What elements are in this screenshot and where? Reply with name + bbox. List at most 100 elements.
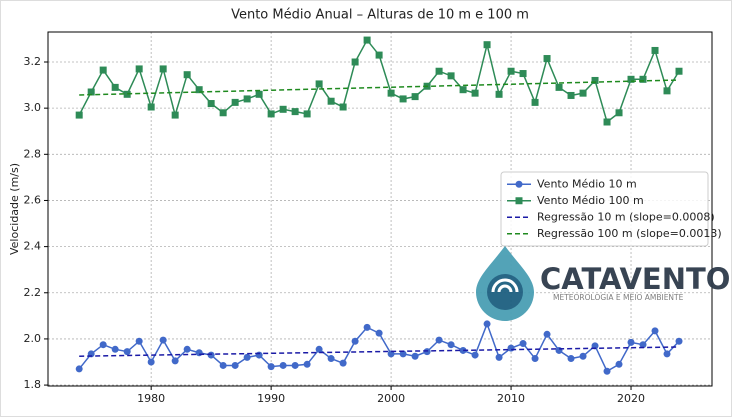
point [495,90,503,98]
x-tick-label: 1990 [257,392,285,405]
point [231,98,239,106]
point [543,55,551,63]
point [183,71,191,79]
legend-label: Vento Médio 10 m [537,177,637,190]
legend-marker [515,197,523,205]
point [675,67,683,75]
point [639,341,647,349]
point [639,75,647,83]
point [159,65,167,73]
point [291,108,299,116]
point [219,361,227,369]
legend-label: Regressão 10 m (slope=0.0008) [537,210,715,223]
point [219,109,227,117]
point [483,320,491,328]
plot: 1.8 2.0 2.2 2.4 2.6 2.8 3.0 3.2 1980 1990 2000 2010… [24,31,722,405]
y-tick-label: 3.2 [24,55,42,68]
point [147,103,155,111]
point [375,51,383,59]
point [375,329,383,337]
point [351,337,359,345]
y-tick-label: 2.2 [24,286,42,299]
regression-line [79,346,680,357]
point [399,95,407,103]
point [579,89,587,97]
point [471,351,479,359]
point [627,75,635,83]
y-axis-label: Velocidade (m/s) [8,163,21,255]
point [159,336,167,344]
point [603,118,611,126]
legend-box [500,171,709,247]
x-tick-label: 2010 [497,392,525,405]
point [675,337,683,345]
point [267,110,275,118]
point [627,338,635,346]
point [123,348,131,356]
point [267,363,275,371]
point [135,65,143,73]
y-tick-label: 2.8 [24,147,42,160]
point [411,352,419,360]
y-tick-label: 1.8 [24,378,42,391]
point [495,353,503,361]
point [99,66,107,74]
point [363,323,371,331]
plot-frame [47,31,713,387]
point [567,91,575,99]
point [519,340,527,348]
point [87,88,95,96]
point [147,358,155,366]
point [531,98,539,106]
point [303,110,311,118]
point [291,361,299,369]
point [315,345,323,353]
point [615,109,623,117]
regression-line [79,79,680,96]
point [99,341,107,349]
point [615,360,623,368]
y-tick-label: 2.6 [24,193,42,206]
point [171,111,179,119]
point [207,351,215,359]
point [111,345,119,353]
point [663,350,671,358]
legend-label: Vento Médio 100 m [537,194,644,207]
logo-swirl [491,278,519,293]
legend: Vento Médio 10 m Vento Médio 100 m Regress… [500,171,722,247]
point [123,90,131,98]
logo-tagline: METEOROLOGIA E MEIO AMBIENTE [553,293,684,302]
point [435,336,443,344]
point [315,80,323,88]
point [543,330,551,338]
point [303,360,311,368]
point [75,365,83,373]
point [507,344,515,352]
point [603,367,611,375]
point [471,89,479,97]
point [555,83,563,91]
point [327,97,335,105]
point [279,105,287,113]
point [195,349,203,357]
point [447,341,455,349]
legend-label: Regressão 100 m (slope=0.0013) [537,227,722,240]
point [135,337,143,345]
point [447,72,455,80]
y-tick-label: 2.0 [24,332,42,345]
y-tick-label: 3.0 [24,101,42,114]
point [351,58,359,66]
point [171,357,179,365]
point [279,361,287,369]
point [579,352,587,360]
point [243,95,251,103]
point [231,361,239,369]
point [255,351,263,359]
point [243,353,251,361]
point [507,67,515,75]
point [591,76,599,84]
point [207,100,215,108]
point [435,67,443,75]
point [387,350,395,358]
